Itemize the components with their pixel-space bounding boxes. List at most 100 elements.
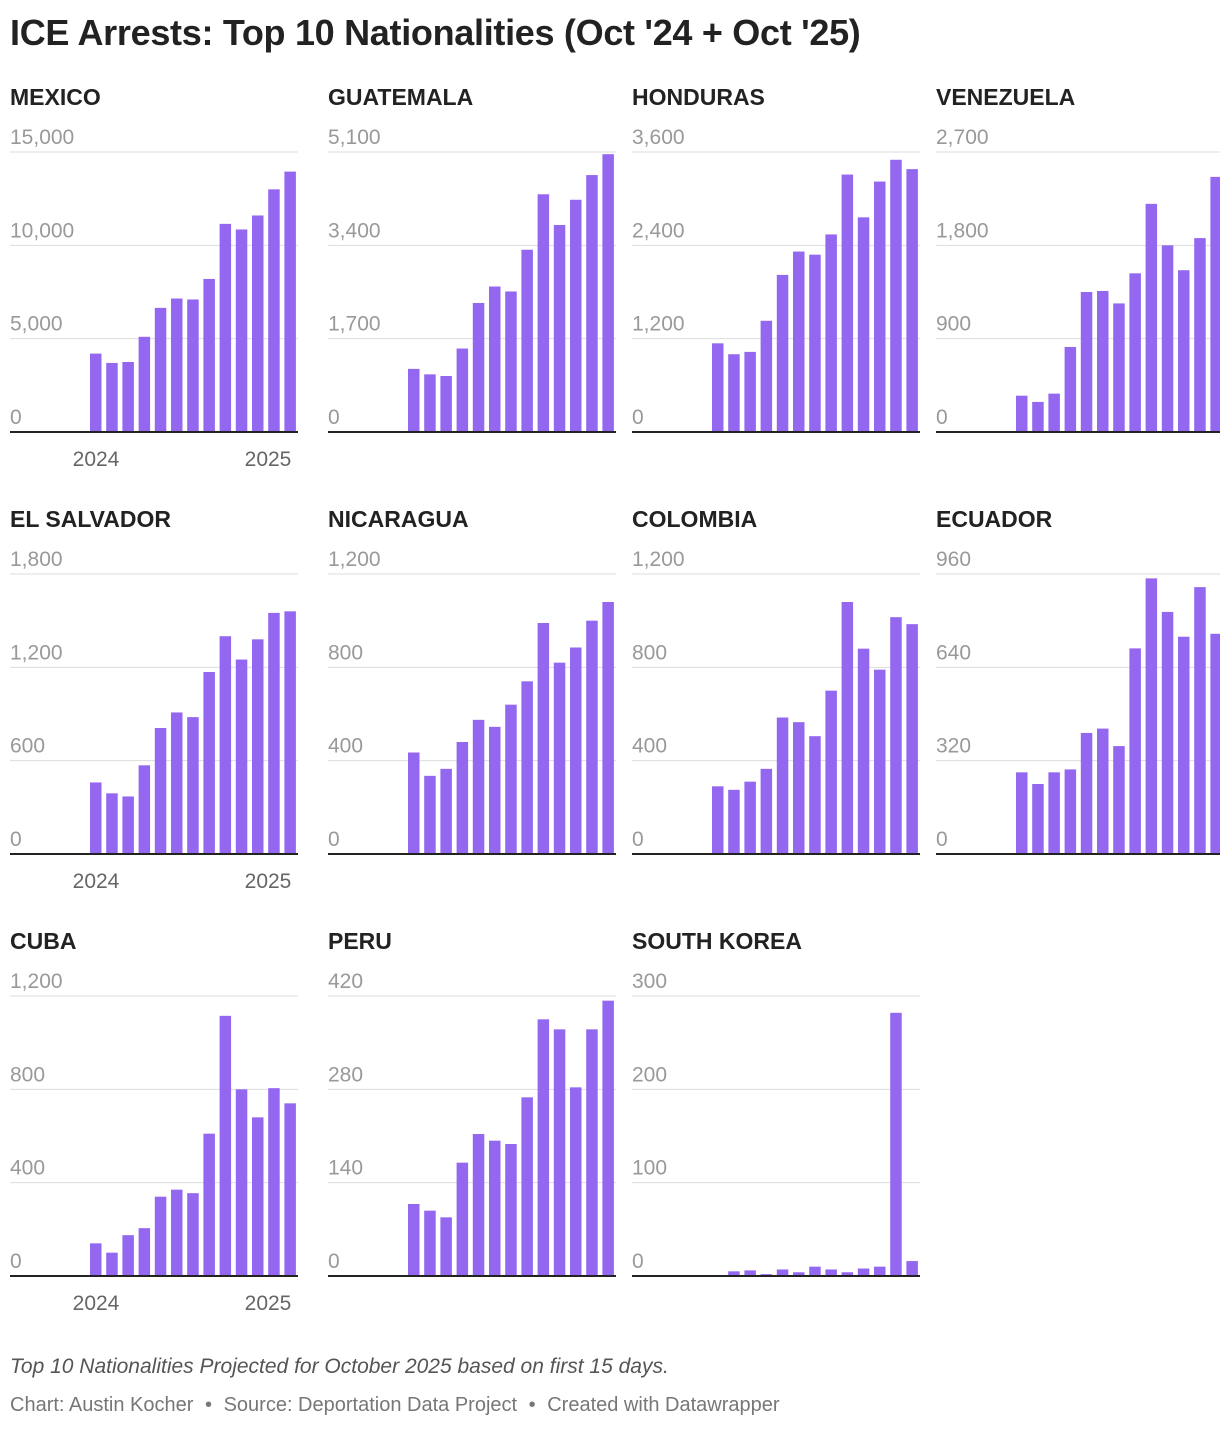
bar — [284, 171, 296, 432]
bar — [602, 602, 614, 854]
bar — [906, 169, 918, 432]
y-tick-label: 800 — [328, 641, 363, 664]
y-tick-label: 400 — [328, 735, 363, 758]
y-tick-label: 5,000 — [10, 313, 63, 336]
bar-chart-svg: 0 100 200 300 — [632, 970, 920, 1277]
y-tick-label: 3,600 — [632, 126, 685, 149]
bar — [154, 1196, 167, 1276]
bar — [472, 1134, 485, 1276]
y-tick-label: 800 — [10, 1063, 45, 1086]
bar — [1161, 611, 1174, 854]
bar — [890, 1012, 902, 1276]
bar — [1194, 587, 1206, 854]
bar — [1145, 578, 1158, 854]
bar — [841, 602, 854, 854]
bar — [440, 376, 452, 432]
y-tick-label: 0 — [10, 828, 22, 851]
y-tick-label: 420 — [328, 970, 363, 993]
y-tick-label: 0 — [632, 828, 644, 851]
credit-source: Source: Deportation Data Project — [223, 1394, 518, 1416]
bar-chart-svg: 0 400 800 1,200 2024 2025 — [10, 970, 298, 1315]
bar — [744, 781, 756, 854]
bar — [712, 343, 724, 432]
bar — [235, 229, 248, 432]
y-tick-label: 640 — [936, 641, 971, 664]
bar — [505, 704, 517, 854]
credit-line: Chart: Austin Kocher • Source: Deportati… — [10, 1394, 780, 1417]
panel-title: CUBA — [10, 928, 77, 954]
bar — [841, 174, 854, 433]
panel-colombia: 0 400 800 1,200 COLOMBIA — [632, 502, 932, 902]
bar — [1129, 648, 1141, 854]
bar — [456, 348, 469, 432]
bar — [472, 302, 485, 432]
y-tick-label: 1,200 — [10, 641, 63, 664]
bar — [203, 278, 215, 432]
bar — [154, 728, 167, 854]
bar — [602, 1000, 614, 1276]
bar — [728, 1271, 740, 1276]
bar — [809, 1266, 821, 1276]
bar — [586, 620, 598, 854]
bar — [825, 234, 837, 432]
bar — [219, 636, 232, 854]
y-tick-label: 1,800 — [936, 219, 989, 242]
bar-chart-svg: 0 1,200 2,400 3,600 — [632, 126, 920, 433]
bar — [1113, 303, 1125, 432]
bar — [252, 215, 264, 432]
x-tick-label: 2024 — [73, 448, 120, 471]
bar — [171, 1189, 183, 1276]
bar — [154, 307, 167, 432]
bar — [219, 223, 232, 432]
panel-title: EL SALVADOR — [10, 506, 172, 532]
bar — [521, 681, 533, 854]
bar — [252, 1117, 264, 1276]
bar — [203, 1133, 215, 1276]
y-tick-label: 1,200 — [632, 313, 685, 336]
y-tick-label: 1,200 — [328, 548, 381, 571]
panel-nicaragua: 0 400 800 1,200 NICARAGUA — [328, 502, 628, 902]
bar-chart-svg: 0 900 1,800 2,700 — [936, 126, 1220, 433]
y-tick-label: 0 — [10, 1250, 22, 1273]
bar — [203, 672, 215, 854]
y-tick-label: 400 — [632, 735, 667, 758]
y-tick-label: 280 — [328, 1063, 363, 1086]
bar — [744, 1270, 756, 1276]
panel-guatemala: 0 1,700 3,400 5,100 GUATEMALA — [328, 80, 628, 480]
x-tick-label: 2025 — [245, 870, 292, 893]
bar — [760, 320, 773, 432]
panel-title: HONDURAS — [632, 84, 765, 110]
y-tick-label: 0 — [936, 828, 948, 851]
bar — [505, 1144, 517, 1276]
bar — [408, 1204, 420, 1276]
bar — [537, 623, 550, 854]
bar — [1048, 772, 1060, 854]
bar — [521, 249, 533, 432]
panel-peru: 0 140 280 420 PERU — [328, 924, 628, 1324]
y-tick-label: 5,100 — [328, 126, 381, 149]
credit-separator: • — [528, 1394, 536, 1416]
bar — [1048, 393, 1060, 432]
bar — [586, 1029, 598, 1276]
bar — [187, 717, 199, 854]
bar-chart-svg: 0 600 1,200 1,800 2024 2025 — [10, 548, 298, 893]
bar — [841, 1272, 854, 1276]
bar — [472, 719, 485, 854]
bar — [825, 690, 837, 854]
bar — [138, 765, 151, 854]
bar — [1194, 238, 1206, 432]
bar — [553, 1029, 566, 1276]
panel-cuba: 0 400 800 1,200 2024 2025 CUBA — [10, 924, 310, 1324]
y-tick-label: 2,700 — [936, 126, 989, 149]
bar — [553, 662, 566, 854]
bar — [793, 1272, 805, 1276]
panel-honduras: 0 1,200 2,400 3,600 HONDURAS — [632, 80, 932, 480]
bar-chart-svg: 0 5,000 10,000 15,000 2024 2025 — [10, 126, 298, 471]
bar — [1178, 270, 1190, 432]
y-tick-label: 0 — [328, 1250, 340, 1273]
bar-chart-svg: 0 1,700 3,400 5,100 — [328, 126, 616, 433]
panel-title: VENEZUELA — [936, 84, 1076, 110]
bar-chart-svg: 0 320 640 960 — [936, 548, 1220, 855]
x-tick-label: 2024 — [73, 1292, 120, 1315]
